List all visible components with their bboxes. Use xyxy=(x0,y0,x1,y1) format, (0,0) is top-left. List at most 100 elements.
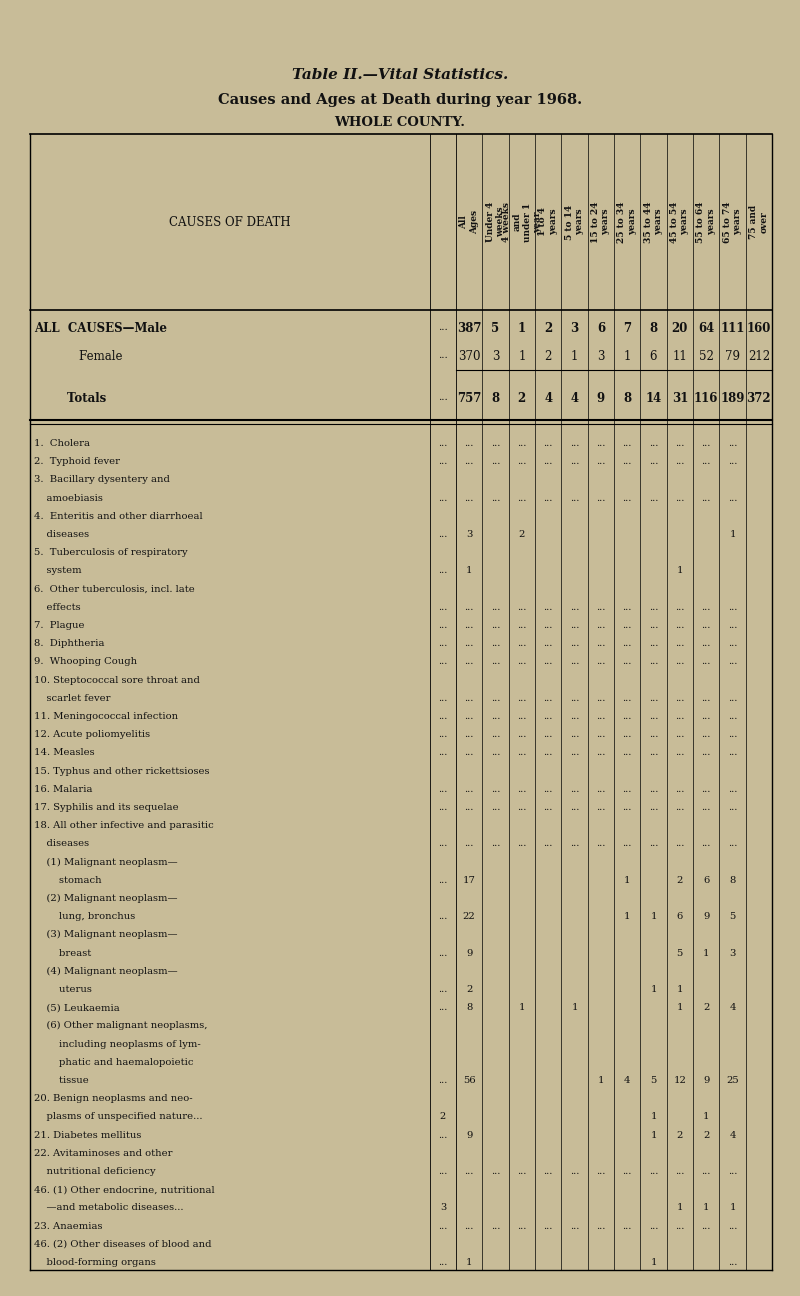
Text: blood-forming organs: blood-forming organs xyxy=(34,1258,156,1267)
Text: ...: ... xyxy=(649,621,658,630)
Text: 6: 6 xyxy=(703,876,710,885)
Text: ...: ... xyxy=(517,439,526,448)
Text: ...: ... xyxy=(465,1166,474,1175)
Text: ...: ... xyxy=(543,494,553,503)
Text: (4) Malignant neoplasm—: (4) Malignant neoplasm— xyxy=(34,967,178,976)
Text: uterus: uterus xyxy=(34,985,92,994)
Text: 2: 2 xyxy=(518,391,526,404)
Text: ...: ... xyxy=(517,730,526,739)
Text: ...: ... xyxy=(438,949,448,958)
Text: 116: 116 xyxy=(694,391,718,404)
Text: ...: ... xyxy=(491,639,500,648)
Text: 387: 387 xyxy=(457,321,482,334)
Text: All
Ages: All Ages xyxy=(459,210,479,235)
Text: ...: ... xyxy=(465,1222,474,1231)
Text: diseases: diseases xyxy=(34,840,89,849)
Text: 12. Acute poliomyelitis: 12. Acute poliomyelitis xyxy=(34,730,150,739)
Text: ...: ... xyxy=(491,748,500,757)
Text: 2: 2 xyxy=(545,350,552,363)
Text: ...: ... xyxy=(438,785,448,793)
Text: ...: ... xyxy=(596,712,606,721)
Text: ...: ... xyxy=(517,457,526,467)
Text: diseases: diseases xyxy=(34,530,89,539)
Text: Table II.—Vital Statistics.: Table II.—Vital Statistics. xyxy=(292,67,508,82)
Text: ...: ... xyxy=(675,693,685,702)
Text: 1: 1 xyxy=(650,912,657,921)
Text: ...: ... xyxy=(438,1166,448,1175)
Text: WHOLE COUNTY.: WHOLE COUNTY. xyxy=(334,115,466,128)
Text: 4: 4 xyxy=(544,391,552,404)
Text: 10. Steptococcal sore throat and: 10. Steptococcal sore throat and xyxy=(34,675,200,684)
Text: ...: ... xyxy=(702,621,711,630)
Text: ...: ... xyxy=(649,840,658,849)
Text: phatic and haemalopoietic: phatic and haemalopoietic xyxy=(34,1058,194,1067)
Text: ...: ... xyxy=(675,1166,685,1175)
Text: ...: ... xyxy=(438,566,448,575)
Text: (6) Other malignant neoplasms,: (6) Other malignant neoplasms, xyxy=(34,1021,207,1030)
Text: ...: ... xyxy=(596,804,606,813)
Text: ...: ... xyxy=(438,748,448,757)
Text: ...: ... xyxy=(438,876,448,885)
Text: 6.  Other tuberculosis, incl. late: 6. Other tuberculosis, incl. late xyxy=(34,584,194,594)
Text: effects: effects xyxy=(34,603,81,612)
Text: ...: ... xyxy=(649,603,658,612)
Text: ...: ... xyxy=(622,457,632,467)
Text: ...: ... xyxy=(465,657,474,666)
Text: 1: 1 xyxy=(571,1003,578,1012)
Text: plasms of unspecified nature...: plasms of unspecified nature... xyxy=(34,1112,202,1121)
Text: ...: ... xyxy=(570,840,579,849)
Text: 16. Malaria: 16. Malaria xyxy=(34,785,93,793)
Text: ...: ... xyxy=(491,603,500,612)
Text: ...: ... xyxy=(438,657,448,666)
Text: ...: ... xyxy=(596,621,606,630)
Text: 4: 4 xyxy=(730,1130,736,1139)
Text: ...: ... xyxy=(438,494,448,503)
Text: 31: 31 xyxy=(672,391,688,404)
Text: 3: 3 xyxy=(570,321,578,334)
Text: 1: 1 xyxy=(466,566,473,575)
Text: ...: ... xyxy=(570,748,579,757)
Text: 1: 1 xyxy=(677,1204,683,1212)
Text: ...: ... xyxy=(570,657,579,666)
Text: 1: 1 xyxy=(650,985,657,994)
Text: ...: ... xyxy=(728,804,737,813)
Text: 1 to 4
years: 1 to 4 years xyxy=(538,207,558,236)
Text: ...: ... xyxy=(596,785,606,793)
Text: 1.  Cholera: 1. Cholera xyxy=(34,439,90,448)
Text: ...: ... xyxy=(702,603,711,612)
Text: ...: ... xyxy=(649,439,658,448)
Text: (5) Leukaemia: (5) Leukaemia xyxy=(34,1003,120,1012)
Text: ...: ... xyxy=(543,439,553,448)
Text: ...: ... xyxy=(649,693,658,702)
Text: 1: 1 xyxy=(730,1204,736,1212)
Text: 8: 8 xyxy=(730,876,736,885)
Text: ...: ... xyxy=(728,439,737,448)
Text: stomach: stomach xyxy=(34,876,102,885)
Text: ...: ... xyxy=(649,748,658,757)
Text: ...: ... xyxy=(465,730,474,739)
Text: 17. Syphilis and its sequelae: 17. Syphilis and its sequelae xyxy=(34,804,178,813)
Text: ...: ... xyxy=(622,748,632,757)
Text: CAUSES OF DEATH: CAUSES OF DEATH xyxy=(169,215,291,228)
Text: ...: ... xyxy=(465,693,474,702)
Text: ...: ... xyxy=(596,730,606,739)
Text: ...: ... xyxy=(438,530,448,539)
Text: ...: ... xyxy=(728,639,737,648)
Text: ...: ... xyxy=(649,1166,658,1175)
Text: 9: 9 xyxy=(466,1130,472,1139)
Text: ...: ... xyxy=(649,457,658,467)
Text: ...: ... xyxy=(649,657,658,666)
Text: ...: ... xyxy=(675,494,685,503)
Text: ...: ... xyxy=(438,639,448,648)
Text: ...: ... xyxy=(438,985,448,994)
Text: ...: ... xyxy=(728,1166,737,1175)
Text: 1: 1 xyxy=(518,321,526,334)
Text: Female: Female xyxy=(34,350,122,363)
Text: ...: ... xyxy=(570,603,579,612)
Text: (3) Malignant neoplasm—: (3) Malignant neoplasm— xyxy=(34,931,178,940)
Text: 5: 5 xyxy=(677,949,683,958)
Text: 7.  Plague: 7. Plague xyxy=(34,621,85,630)
Text: ...: ... xyxy=(517,693,526,702)
Text: 1: 1 xyxy=(677,985,683,994)
Text: ...: ... xyxy=(543,748,553,757)
